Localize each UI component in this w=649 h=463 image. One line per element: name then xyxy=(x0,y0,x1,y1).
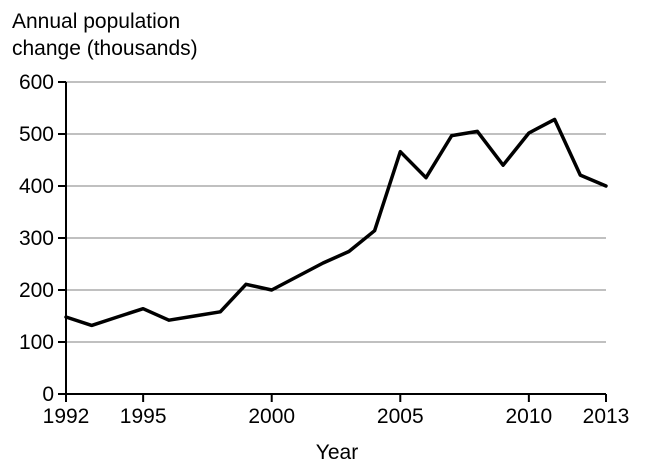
x-tick-label-1992: 1992 xyxy=(43,405,90,428)
data-point-2001 xyxy=(294,273,300,279)
data-point-1997 xyxy=(192,313,198,319)
data-point-1996 xyxy=(166,317,172,323)
data-point-2004 xyxy=(372,228,378,234)
data-points xyxy=(63,116,609,328)
data-point-2011 xyxy=(552,116,558,122)
y-axis-ticks: 0 100 200 300 400 500 600 xyxy=(19,71,66,406)
y-tick-label-100: 100 xyxy=(19,331,54,354)
data-point-2012 xyxy=(577,172,583,178)
data-point-2003 xyxy=(346,249,352,255)
data-point-2009 xyxy=(500,162,506,168)
x-tick-label-2013: 2013 xyxy=(583,405,630,428)
data-point-1999 xyxy=(243,281,249,287)
series-line-0 xyxy=(64,117,608,328)
data-point-1992 xyxy=(63,314,69,320)
x-tick-label-1995: 1995 xyxy=(120,405,167,428)
x-axis-title: Year xyxy=(316,441,358,463)
data-point-1993 xyxy=(89,322,95,328)
y-tick-label-200: 200 xyxy=(19,279,54,302)
y-axis-title-line-1: Annual population xyxy=(12,10,180,33)
y-tick-label-400: 400 xyxy=(19,175,54,198)
y-tick-label-600: 600 xyxy=(19,71,54,94)
data-point-2008 xyxy=(474,128,480,134)
x-tick-label-2005: 2005 xyxy=(377,405,424,428)
y-tick-label-300: 300 xyxy=(19,227,54,250)
data-point-2002 xyxy=(320,260,326,266)
data-point-2007 xyxy=(449,133,455,139)
data-point-1998 xyxy=(217,309,223,315)
x-tick-label-2000: 2000 xyxy=(248,405,295,428)
data-point-2000 xyxy=(269,287,275,293)
data-point-1995 xyxy=(140,306,146,312)
data-point-2013 xyxy=(603,183,609,189)
y-tick-label-500: 500 xyxy=(19,123,54,146)
y-axis-title-line-2: change (thousands) xyxy=(12,37,198,60)
x-axis-ticks: 1992 1995 2000 2005 2010 2013 xyxy=(43,394,630,428)
gridlines xyxy=(66,81,606,343)
data-point-2010 xyxy=(526,130,532,136)
x-tick-label-2010: 2010 xyxy=(505,405,552,428)
y-tick-label-0: 0 xyxy=(42,383,54,406)
data-point-2005 xyxy=(397,149,403,155)
data-point-1994 xyxy=(114,314,120,320)
data-point-2006 xyxy=(423,175,429,181)
series xyxy=(64,117,608,328)
